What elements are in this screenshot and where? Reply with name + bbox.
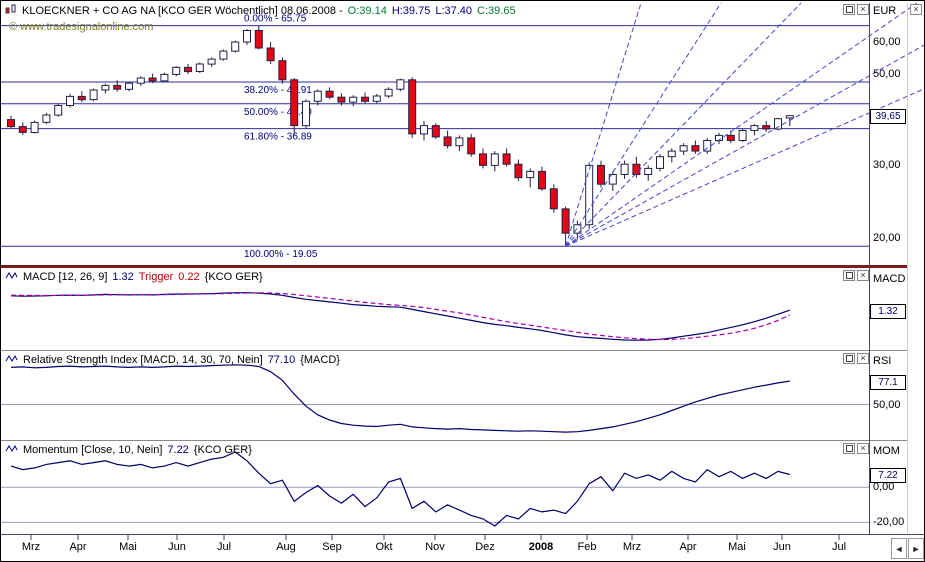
fib-level-label: 50.00% - 42.40 — [244, 107, 312, 118]
rsi-panel-header: Relative Strength Index [MACD, 14, 30, 7… — [5, 353, 340, 366]
last-price-badge: 39,65 — [870, 109, 906, 124]
indicator-wave-icon — [5, 354, 18, 366]
macd-axis-name: MACD — [873, 273, 906, 285]
scroll-right-icon: ► — [911, 543, 921, 554]
maximize-glyph — [845, 272, 853, 279]
momentum-value-badge: 7.22 — [870, 468, 906, 483]
macd-value: 1.32 — [112, 270, 134, 283]
price-axis-label-50: 50,00 — [873, 68, 901, 80]
indicator-wave-icon — [5, 271, 18, 283]
rsi-value-badge: 77.1 — [870, 375, 906, 390]
fib-level-label: 38.20% - 47.91 — [244, 85, 312, 96]
currency-label: EUR — [873, 5, 897, 17]
macd-symbol: {KCO GER} — [204, 270, 263, 283]
scroll-right-button[interactable]: ► — [908, 538, 924, 559]
ohlc-open: O:39.14 — [347, 4, 387, 17]
instrument-title: KLOECKNER + CO AG NA [KCO GER Wöchentlic… — [22, 4, 343, 17]
momentum-value: 7.22 — [167, 443, 189, 456]
main-panel-buttons: × — [843, 4, 869, 15]
ohlc-low: L:37.40 — [435, 4, 473, 17]
rsi-gridline-label: 50,00 — [873, 399, 901, 411]
macd-panel-header: MACD [12, 26, 9] 1.32 Trigger 0.22 {KCO … — [5, 270, 263, 283]
rsi-label: Relative Strength Index [MACD, 14, 30, 7… — [23, 353, 263, 366]
watermark: © www.tradesignalonline.com — [9, 21, 154, 33]
momentum-symbol: {KCO GER} — [193, 443, 252, 456]
momentum-panel-buttons: × — [843, 443, 869, 454]
macd-trigger-label: Trigger — [138, 270, 174, 283]
indicator-wave-icon — [5, 444, 18, 456]
rsi-symbol: {MACD} — [300, 353, 340, 366]
ohlc-high: H:39.75 — [391, 4, 431, 17]
price-axis-label-20: 20,00 — [873, 232, 901, 244]
fib-level-label: 0.00% - 65.75 — [244, 14, 307, 25]
momentum-panel-header: Momentum [Close, 10, Nein] 7.22 {KCO GER… — [5, 443, 252, 456]
close-icon[interactable]: × — [857, 270, 869, 281]
scroll-left-icon: ◄ — [894, 543, 904, 554]
macd-label: MACD [12, 26, 9] — [23, 270, 108, 283]
momentum-axis-name: MOM — [873, 445, 900, 457]
close-icon[interactable]: × — [857, 353, 869, 364]
close-icon[interactable]: × — [857, 4, 869, 15]
maximize-icon[interactable] — [843, 353, 855, 364]
macd-trigger-value: 0.22 — [178, 270, 200, 283]
momentum-label: Momentum [Close, 10, Nein] — [23, 443, 163, 456]
rsi-value: 77.10 — [267, 353, 296, 366]
rsi-axis-name: RSI — [873, 355, 892, 367]
axis-close-icon[interactable]: × — [910, 4, 922, 15]
ohlc-close: C:39.65 — [477, 4, 516, 17]
price-axis-label-60: 60,00 — [873, 36, 901, 48]
momentum-gridline-label-neg20: -20,00 — [873, 516, 905, 528]
macd-panel-buttons: × — [843, 270, 869, 281]
macd-value-badge: 1.32 — [870, 304, 906, 319]
scroll-left-button[interactable]: ◄ — [891, 538, 907, 559]
maximize-icon[interactable] — [843, 270, 855, 281]
close-icon[interactable]: × — [857, 443, 869, 454]
fib-level-label: 100.00% - 19.05 — [244, 249, 318, 260]
main-panel-header: KLOECKNER + CO AG NA [KCO GER Wöchentlic… — [5, 4, 516, 17]
maximize-glyph — [845, 355, 853, 362]
price-axis-label-30: 30,00 — [873, 159, 901, 171]
maximize-glyph — [845, 445, 853, 452]
fib-level-label: 61.80% - 36.89 — [244, 132, 312, 143]
maximize-icon[interactable] — [843, 443, 855, 454]
maximize-icon[interactable] — [843, 4, 855, 15]
maximize-glyph — [845, 6, 853, 13]
rsi-panel-buttons: × — [843, 353, 869, 364]
chart-icon — [5, 4, 17, 18]
momentum-gridline-label-zero: 0,00 — [873, 481, 895, 493]
